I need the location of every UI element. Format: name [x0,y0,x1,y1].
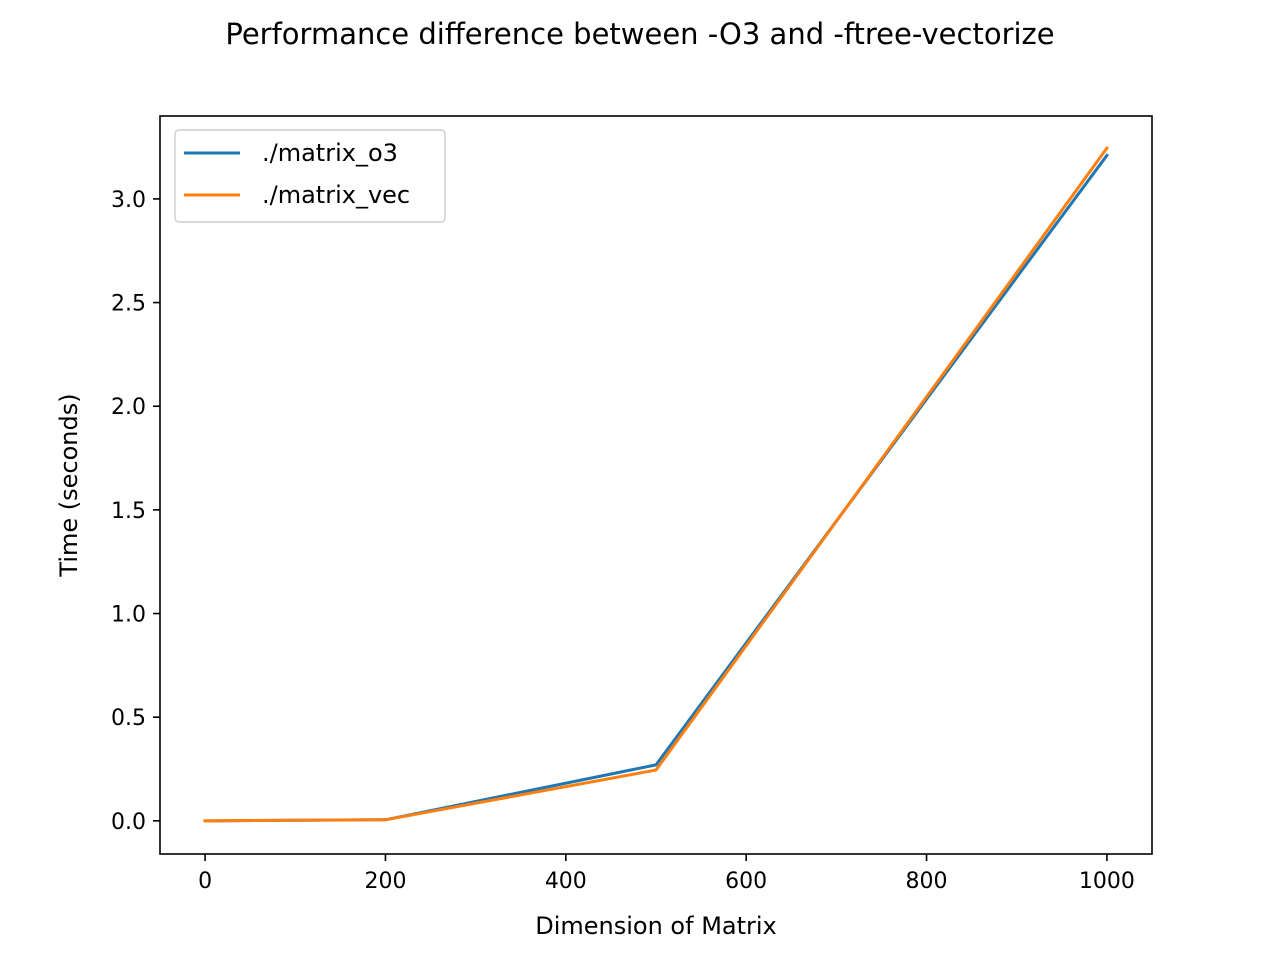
chart-title: Performance difference between -O3 and -… [225,17,1054,51]
legend: ./matrix_o3 ./matrix_vec [174,129,446,223]
x-axis: 0 200 400 600 800 1000 [198,854,1135,894]
y-axis-label: Time (seconds) [55,393,83,577]
x-tick-label: 400 [545,869,587,894]
x-tick-label: 800 [906,869,948,894]
x-tick-label: 0 [198,869,212,894]
y-tick-label: 1.0 [111,603,146,628]
y-tick-label: 2.0 [111,395,146,420]
y-tick-label: 0.5 [111,706,146,731]
legend-box [174,129,446,223]
y-tick-label: 1.5 [111,499,146,524]
legend-label-1: ./matrix_o3 [262,139,398,167]
x-tick-label: 600 [725,869,767,894]
x-tick-label: 1000 [1079,869,1135,894]
x-axis-label: Dimension of Matrix [535,912,777,940]
y-tick-label: 3.0 [111,188,146,213]
legend-items: ./matrix_o3 ./matrix_vec [184,139,410,209]
y-tick-label: 0.0 [111,810,146,835]
plot-area [159,115,1153,855]
axes-frame [159,115,1153,855]
y-tick-label: 2.5 [111,292,146,317]
series-line-2 [203,146,1110,823]
series-layer [203,146,1110,823]
x-tick-label: 200 [364,869,406,894]
legend-label-2: ./matrix_vec [262,181,410,209]
y-axis: 0.0 0.5 1.0 1.5 2.0 2.5 3.0 [111,188,160,835]
